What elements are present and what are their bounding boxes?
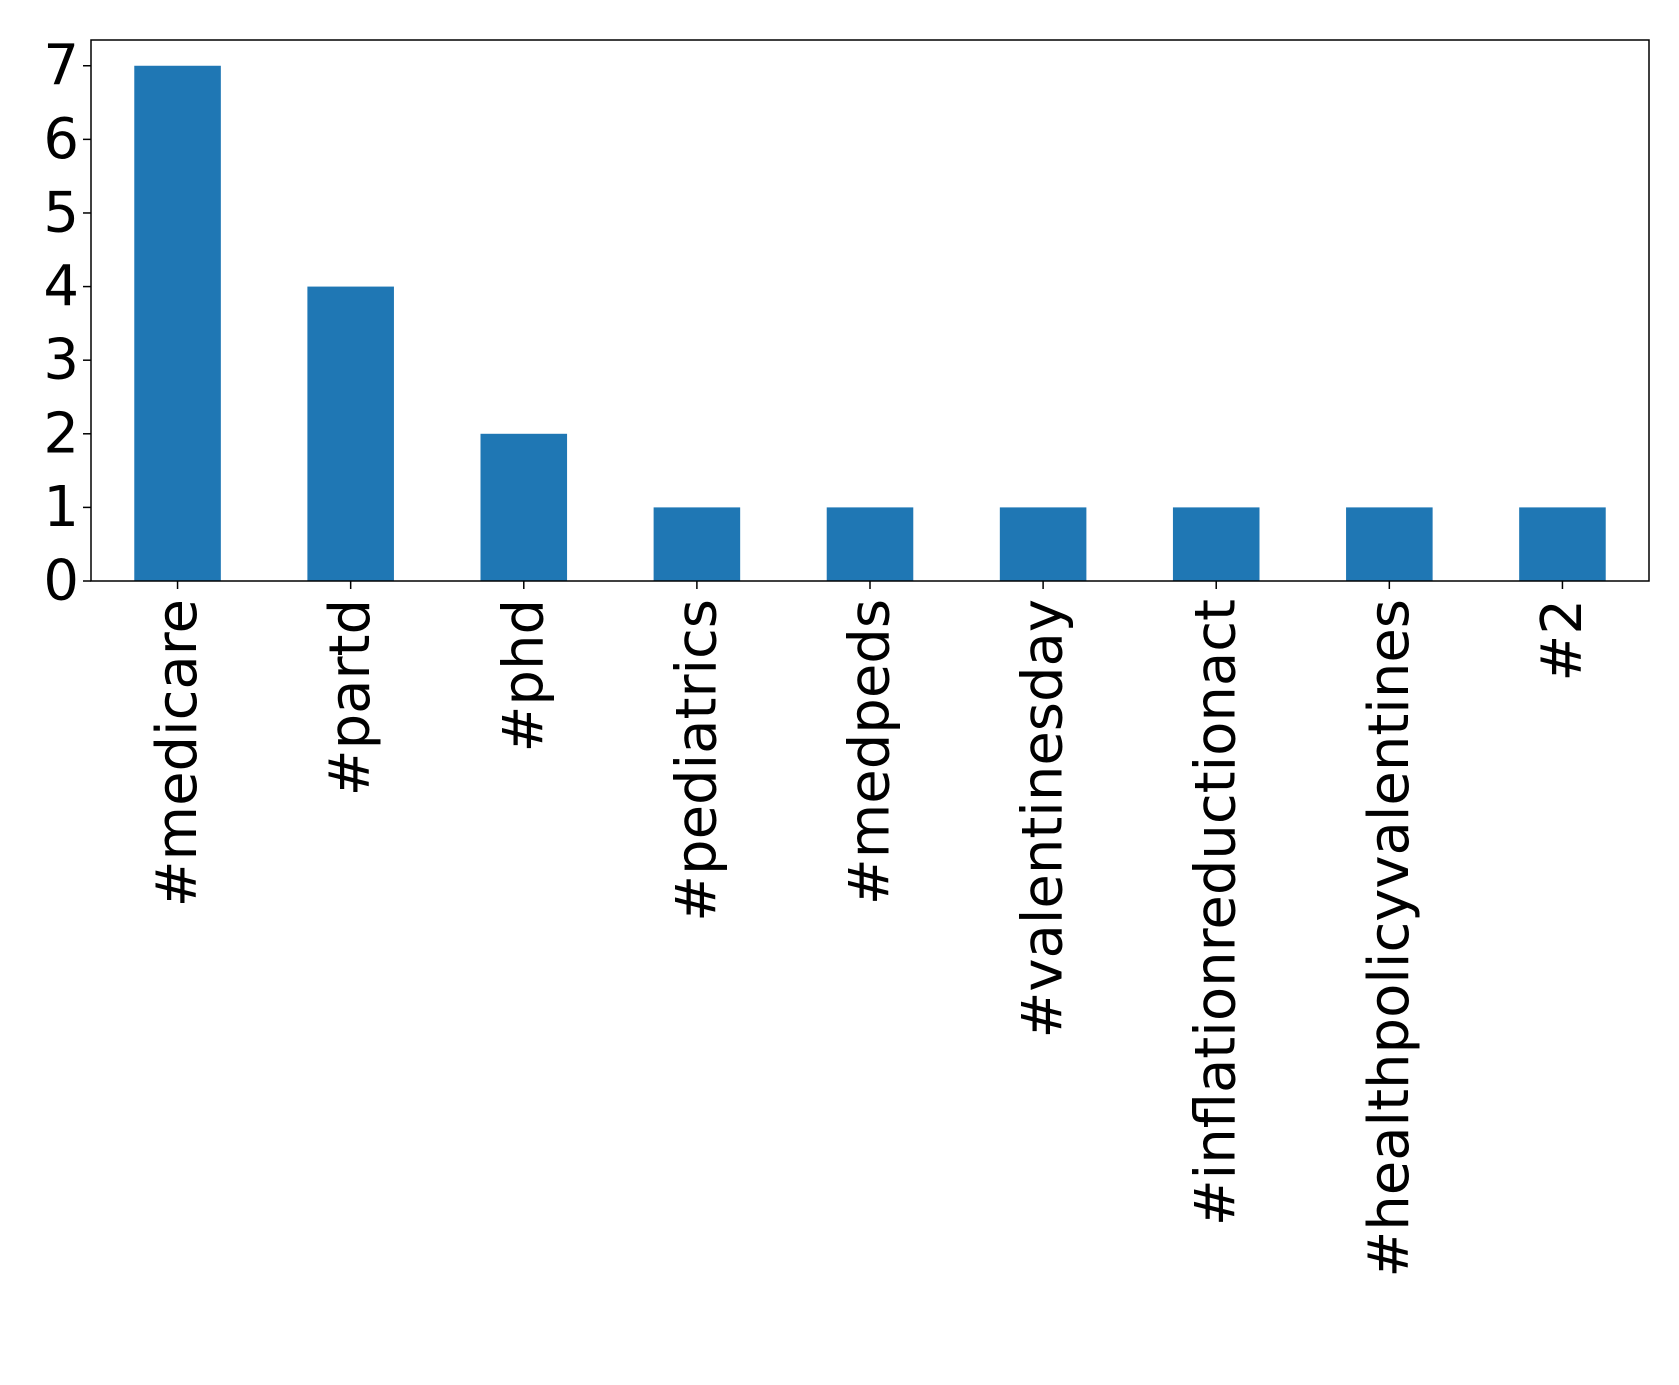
y-tick-label: 1 bbox=[43, 475, 79, 540]
bar-inflationreductionact bbox=[1172, 507, 1260, 581]
bar-2 bbox=[1519, 507, 1606, 581]
y-tick-label: 5 bbox=[43, 180, 79, 245]
x-tick-label: #medpeds bbox=[838, 599, 903, 905]
y-tick-label: 3 bbox=[43, 328, 79, 393]
x-tick-label: #2 bbox=[1530, 599, 1595, 682]
y-tick-label: 2 bbox=[43, 401, 79, 466]
x-tick-label: #partd bbox=[318, 599, 383, 796]
y-tick-label: 0 bbox=[43, 549, 79, 614]
bars-layer bbox=[134, 65, 1606, 581]
bar-medicare bbox=[134, 65, 221, 581]
x-tick-label: #phd bbox=[491, 599, 556, 753]
y-axis-ticks: 0 1 2 3 4 5 6 7 bbox=[43, 33, 91, 614]
x-tick-label: #medicare bbox=[145, 599, 210, 907]
x-tick-label: #inflationreductionact bbox=[1184, 599, 1249, 1226]
bar-partd bbox=[307, 286, 394, 581]
bar-pediatrics bbox=[653, 507, 741, 581]
bar-phd bbox=[480, 433, 568, 581]
plot-frame bbox=[90, 39, 1650, 582]
y-tick-label: 7 bbox=[43, 33, 79, 98]
y-tick-label: 4 bbox=[43, 254, 79, 319]
x-tick-label: #pediatrics bbox=[664, 599, 729, 922]
x-tick-label: #healthpolicyvalentines bbox=[1357, 599, 1422, 1278]
bar-valentinesday bbox=[999, 507, 1087, 581]
x-axis-ticks: #medicare #partd #phd #pediatrics #medpeds #v… bbox=[145, 581, 1595, 1278]
x-tick-label: #valentinesday bbox=[1011, 599, 1076, 1039]
y-tick-label: 6 bbox=[43, 107, 79, 172]
bar-healthpolicyvalentines bbox=[1346, 507, 1433, 581]
bar-medpeds bbox=[826, 507, 914, 581]
